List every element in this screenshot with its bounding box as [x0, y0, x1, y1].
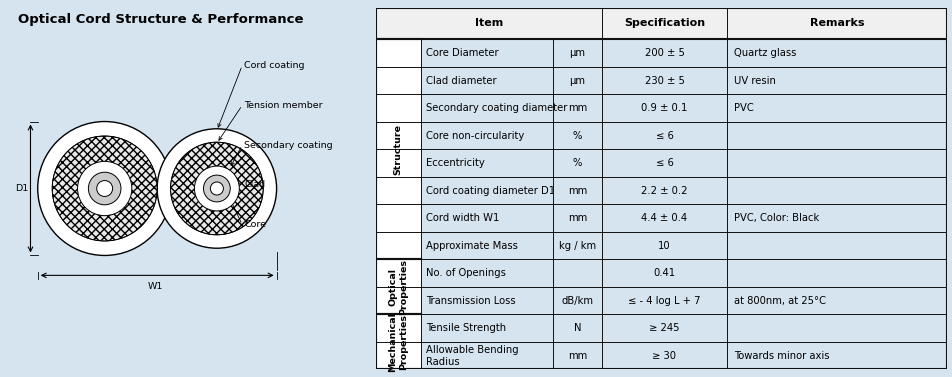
Text: Optical Cord Structure & Performance: Optical Cord Structure & Performance: [18, 13, 304, 26]
Text: Approximate Mass: Approximate Mass: [426, 241, 518, 251]
Text: Quartz glass: Quartz glass: [734, 48, 797, 58]
Text: Secondary coating diameter: Secondary coating diameter: [426, 103, 567, 113]
Text: %: %: [573, 158, 582, 168]
Text: Core: Core: [244, 220, 266, 229]
Text: Cord coating: Cord coating: [244, 61, 305, 70]
Text: Clad diameter: Clad diameter: [426, 76, 497, 86]
Text: UV resin: UV resin: [734, 76, 776, 86]
Text: Item: Item: [475, 18, 503, 29]
Text: Remarks: Remarks: [810, 18, 864, 29]
Text: mm: mm: [567, 185, 587, 196]
Text: Secondary coating: Secondary coating: [244, 141, 332, 150]
Circle shape: [97, 181, 112, 196]
Text: Specification: Specification: [624, 18, 705, 29]
Bar: [376, 259, 421, 314]
Text: 0.9 ± 0.1: 0.9 ± 0.1: [642, 103, 687, 113]
Text: dB/km: dB/km: [562, 296, 593, 306]
Circle shape: [38, 121, 171, 256]
Text: Core non-circularity: Core non-circularity: [426, 131, 525, 141]
Text: kg / km: kg / km: [559, 241, 596, 251]
Text: N: N: [574, 323, 581, 333]
Circle shape: [210, 182, 224, 195]
Text: at 800nm, at 25°C: at 800nm, at 25°C: [734, 296, 826, 306]
Text: Clad: Clad: [244, 180, 266, 189]
Text: ≤ 6: ≤ 6: [656, 131, 673, 141]
Bar: [376, 8, 947, 39]
Text: Optical
Properties: Optical Properties: [388, 259, 408, 315]
Text: 230 ± 5: 230 ± 5: [645, 76, 684, 86]
Text: 10: 10: [658, 241, 671, 251]
Circle shape: [157, 129, 277, 248]
Text: Transmission Loss: Transmission Loss: [426, 296, 516, 306]
Text: mm: mm: [567, 213, 587, 223]
Text: 0.41: 0.41: [653, 268, 676, 278]
Text: ≤ 6: ≤ 6: [656, 158, 673, 168]
Text: Core Diameter: Core Diameter: [426, 48, 499, 58]
Bar: [376, 39, 421, 259]
Circle shape: [77, 161, 131, 216]
Text: W1: W1: [148, 282, 163, 291]
Circle shape: [170, 142, 263, 235]
Text: mm: mm: [567, 351, 587, 361]
Text: PVC: PVC: [734, 103, 754, 113]
Text: Tension member: Tension member: [244, 101, 323, 110]
Circle shape: [89, 172, 121, 205]
Text: Tensile Strength: Tensile Strength: [426, 323, 506, 333]
Text: μm: μm: [569, 48, 585, 58]
Text: 200 ± 5: 200 ± 5: [645, 48, 684, 58]
Text: Structure: Structure: [394, 124, 403, 175]
Text: Mechanical
Properties: Mechanical Properties: [388, 312, 408, 372]
Text: PVC, Color: Black: PVC, Color: Black: [734, 213, 820, 223]
Text: No. of Openings: No. of Openings: [426, 268, 506, 278]
Text: Cord coating diameter D1: Cord coating diameter D1: [426, 185, 555, 196]
Text: ≤ - 4 log L + 7: ≤ - 4 log L + 7: [628, 296, 701, 306]
Text: mm: mm: [567, 103, 587, 113]
Circle shape: [204, 175, 230, 202]
Text: ≥ 245: ≥ 245: [649, 323, 680, 333]
Text: Eccentricity: Eccentricity: [426, 158, 486, 168]
Text: %: %: [573, 131, 582, 141]
Text: 2.2 ± 0.2: 2.2 ± 0.2: [642, 185, 687, 196]
Text: D1: D1: [15, 184, 28, 193]
Text: ≥ 30: ≥ 30: [652, 351, 677, 361]
Text: Towards minor axis: Towards minor axis: [734, 351, 830, 361]
Circle shape: [194, 166, 239, 211]
Text: Cord width W1: Cord width W1: [426, 213, 500, 223]
Text: 4.4 ± 0.4: 4.4 ± 0.4: [642, 213, 687, 223]
Bar: [376, 314, 421, 369]
Text: Allowable Bending
Radius: Allowable Bending Radius: [426, 345, 519, 366]
Text: μm: μm: [569, 76, 585, 86]
Circle shape: [52, 136, 157, 241]
